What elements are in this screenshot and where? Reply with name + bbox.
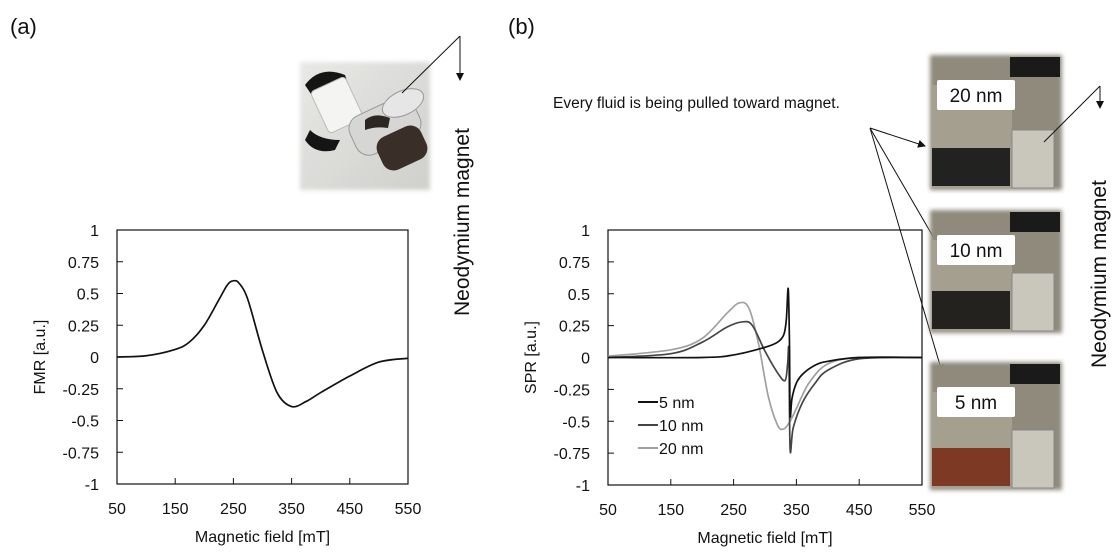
- y-tick-label: 0.5: [568, 287, 590, 304]
- series-line-FMR: [116, 279, 409, 408]
- vial-photo-5-nm: 5 nm: [930, 362, 1062, 490]
- series-line-10-nm: [607, 320, 923, 454]
- fmr-chart: 50 150 250 350 450 550 1 0.75 0.5 0.25 0 -0.25 -0.5 -…: [32, 223, 421, 546]
- y-tick-label: 1: [581, 223, 590, 240]
- x-axis-label: Magnetic field [mT]: [697, 530, 832, 547]
- panel-label-b: (b): [508, 14, 535, 39]
- x-tick-label: 450: [336, 501, 363, 518]
- photo-label: 5 nm: [955, 393, 997, 414]
- pull-note: Every fluid is being pulled toward magne…: [553, 95, 840, 112]
- legend-label: 5 nm: [659, 395, 695, 412]
- x-tick-label: 50: [108, 501, 126, 518]
- y-tick-label: -0.75: [63, 445, 100, 462]
- photo-label: 20 nm: [950, 86, 1003, 107]
- x-tick-label: 350: [278, 501, 305, 518]
- magnet-pointer-b: [1043, 85, 1104, 143]
- y-tick-label: -0.75: [554, 446, 591, 463]
- legend-label: 20 nm: [659, 441, 703, 458]
- series-line-5-nm: [607, 287, 923, 418]
- x-tick-label: 250: [220, 501, 247, 518]
- spr-chart: 50 150 250 350 450 550 1 0.75 0.5 0.25 0 -0.25 -0.5 -…: [523, 223, 935, 547]
- y-tick-label: -0.5: [562, 414, 590, 431]
- y-tick-label: 0.75: [68, 255, 99, 272]
- vial-photo-20-nm: 20 nm: [930, 55, 1062, 190]
- legend-label: 10 nm: [659, 418, 703, 435]
- y-tick-label: -0.25: [554, 382, 591, 399]
- y-tick-label: 0: [90, 350, 99, 367]
- panel-label-a: (a): [10, 14, 37, 39]
- y-tick-label: -1: [576, 478, 590, 495]
- y-tick-label: 0.25: [559, 319, 590, 336]
- x-tick-label: 50: [599, 502, 617, 519]
- magnet-label-b: Neodymium magnet: [1088, 180, 1111, 368]
- x-tick-label: 350: [783, 502, 810, 519]
- x-axis-label: Magnetic field [mT]: [195, 529, 330, 546]
- series-line-20-nm: [607, 301, 923, 431]
- x-tick-label: 550: [909, 502, 936, 519]
- x-tick-label: 150: [657, 502, 684, 519]
- magnet-label-a: Neodymium magnet: [451, 128, 474, 316]
- x-tick-label: 450: [846, 502, 873, 519]
- plot-frame: [116, 229, 409, 485]
- y-tick-label: -0.25: [63, 382, 100, 399]
- y-tick-label: 0.5: [77, 287, 99, 304]
- y-tick-label: -0.5: [71, 414, 99, 431]
- vial-photo-10-nm: 10 nm: [930, 210, 1062, 333]
- y-tick-label: 1: [90, 223, 99, 240]
- y-tick-label: 0.75: [559, 255, 590, 272]
- x-tick-label: 550: [395, 501, 422, 518]
- y-tick-label: 0: [581, 351, 590, 368]
- y-axis-label: SPR [a.u.]: [523, 321, 540, 394]
- x-tick-label: 150: [162, 501, 189, 518]
- y-tick-label: 0.25: [68, 318, 99, 335]
- y-tick-label: -1: [85, 477, 99, 494]
- photo-label: 10 nm: [950, 241, 1003, 262]
- vial-photo-a: [300, 62, 430, 190]
- magnet-pointer-a: [401, 35, 464, 94]
- y-axis-label: FMR [a.u.]: [32, 320, 49, 395]
- x-tick-label: 250: [720, 502, 747, 519]
